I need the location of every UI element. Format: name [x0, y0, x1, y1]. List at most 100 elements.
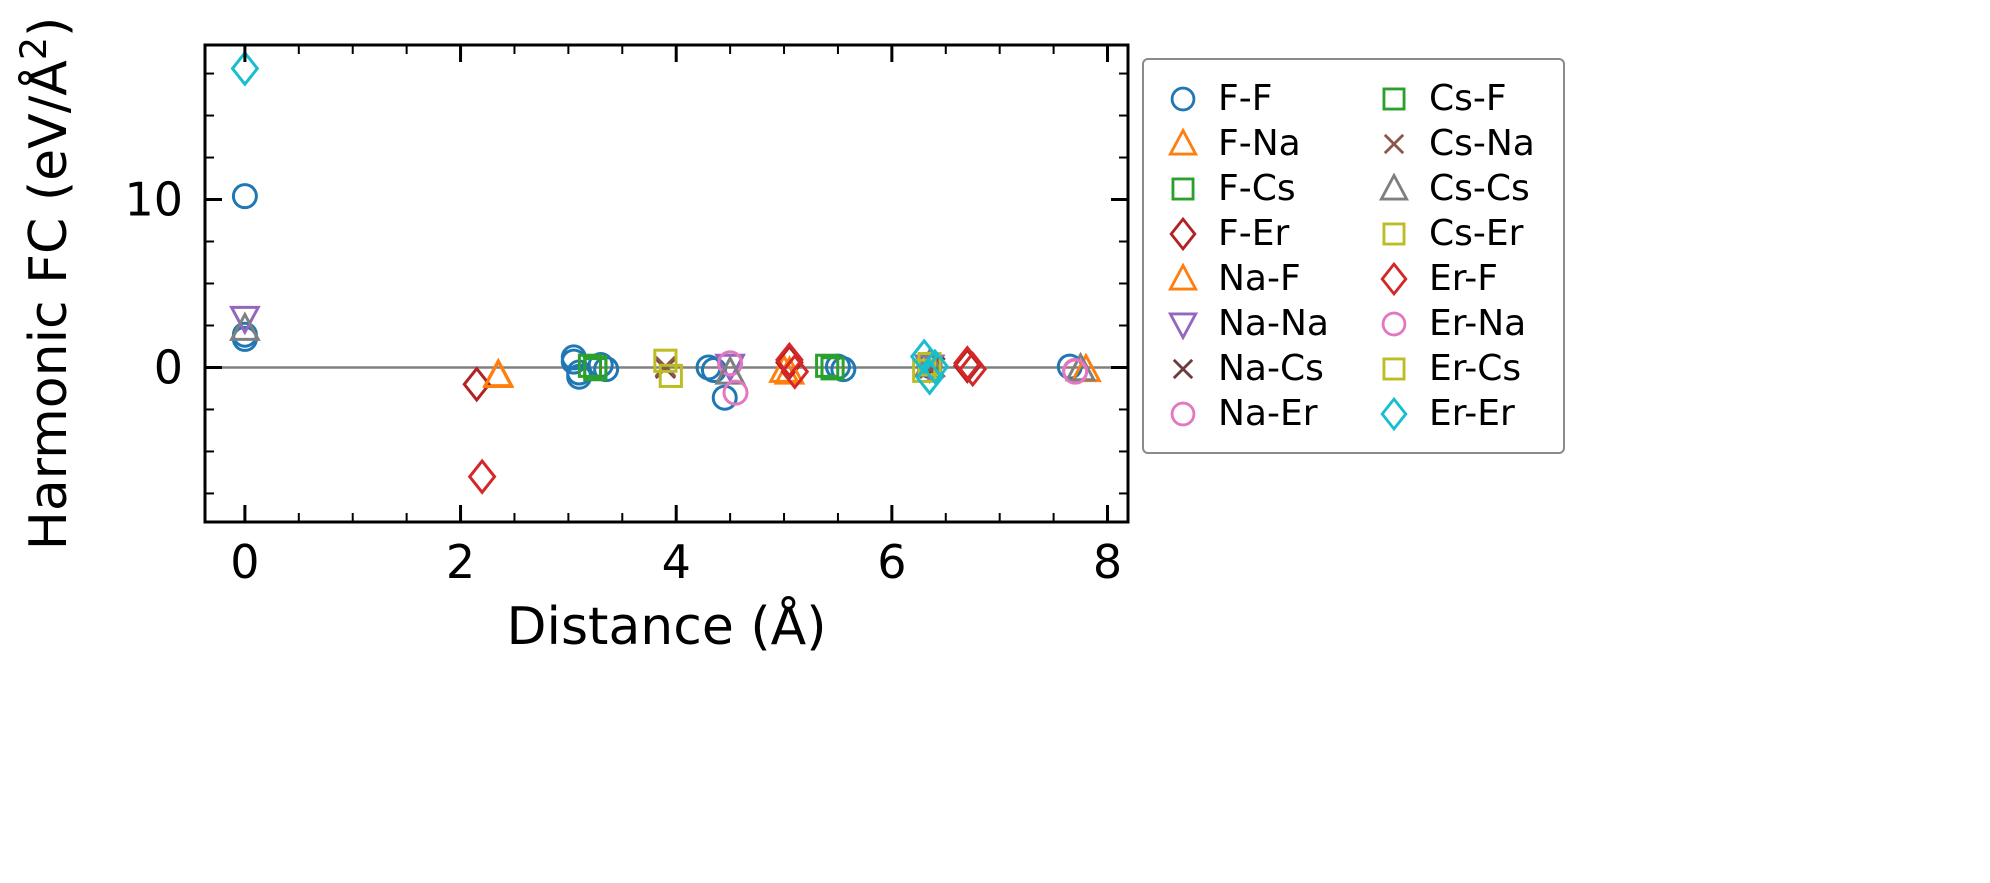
legend-label: Na-F: [1218, 257, 1301, 299]
point-Cs-F: [583, 357, 608, 382]
legend-item-Na-F: Na-F: [1164, 260, 1329, 298]
legend-item-Na-Na: Na-Na: [1164, 305, 1329, 343]
legend-label: Cs-Er: [1428, 212, 1524, 254]
point-Er-Cs: [658, 363, 683, 388]
legend-marker-Cs-Er: [1382, 222, 1406, 245]
point-Er-Na: [722, 379, 749, 406]
point-F-Er: [462, 366, 492, 403]
x-tick-label: 4: [662, 535, 691, 589]
point-Er-Er: [920, 348, 950, 385]
point-Cs-Er: [653, 348, 678, 373]
legend-marker-Cs-Cs: [1378, 171, 1410, 200]
legend-item-F-Na: F-Na: [1164, 125, 1329, 163]
triangle-up-marker-icon: [1378, 171, 1410, 200]
x-tick-label: 0: [230, 535, 259, 589]
legend-label: Na-Er: [1218, 392, 1318, 434]
point-Er-F: [775, 341, 804, 378]
point-Na-Na: [229, 305, 261, 336]
legend-label: Cs-Cs: [1428, 167, 1530, 209]
axis-ticks: [205, 45, 1128, 522]
point-F-Cs: [577, 353, 603, 378]
legend-item-Na-Er: Na-Er: [1164, 395, 1329, 433]
diamond-marker-icon: [1169, 216, 1197, 251]
point-F-Er: [953, 347, 982, 384]
legend-marker-Cs-Na: [1383, 133, 1405, 154]
point-F-Cs: [815, 353, 840, 378]
y-tick-label: 0: [154, 340, 183, 394]
triangle-up-marker-icon: [1167, 261, 1199, 290]
circle-marker-icon: [1381, 311, 1407, 336]
point-Er-Er: [230, 50, 260, 87]
legend-marker-F-Er: [1169, 216, 1197, 251]
legend-marker-Er-Cs: [1382, 357, 1406, 380]
point-Cs-F: [820, 356, 845, 381]
legend: F-F F-Na F-Cs F-Er Na-F Na-Na Na-Cs Na-Er Cs-F Cs…: [1142, 58, 1565, 454]
legend-marker-Na-Er: [1170, 401, 1196, 426]
legend-item-F-Er: F-Er: [1164, 215, 1329, 253]
legend-label: Na-Na: [1218, 302, 1329, 344]
legend-item-Cs-F: Cs-F: [1375, 80, 1535, 118]
legend-item-F-Cs: F-Cs: [1164, 170, 1329, 208]
point-Er-Na: [1062, 358, 1089, 385]
legend-item-Cs-Cs: Cs-Cs: [1375, 170, 1535, 208]
point-Er-F: [780, 353, 810, 390]
legend-label: Cs-F: [1428, 77, 1507, 119]
square-marker-icon: [1382, 357, 1406, 380]
circle-marker-icon: [1170, 86, 1196, 111]
plot-border: [203, 43, 1130, 524]
legend-label: F-Cs: [1218, 167, 1296, 209]
point-F-Na: [768, 353, 800, 383]
triangle-up-marker-icon: [1167, 126, 1199, 155]
legend-marker-Er-F: [1380, 261, 1408, 296]
legend-item-Cs-Na: Cs-Na: [1375, 125, 1535, 163]
legend-label: Na-Cs: [1218, 347, 1324, 389]
legend-item-Er-F: Er-F: [1375, 260, 1535, 298]
square-marker-icon: [1382, 87, 1406, 110]
legend-label: Er-Cs: [1428, 347, 1522, 389]
data-points: [229, 50, 1102, 495]
point-Er-F: [467, 458, 497, 495]
point-Na-F: [482, 358, 515, 388]
point-Cs-Cs: [229, 311, 261, 341]
legend-marker-Cs-F: [1382, 87, 1406, 110]
legend-item-F-F: F-F: [1164, 80, 1329, 118]
legend-marker-Na-F: [1167, 261, 1199, 290]
point-Er-Er: [909, 338, 939, 375]
legend-marker-F-Cs: [1171, 177, 1195, 200]
legend-item-Na-Cs: Na-Cs: [1164, 350, 1329, 388]
legend-marker-Na-Cs: [1172, 358, 1194, 379]
diamond-marker-icon: [1380, 396, 1408, 431]
legend-label: F-F: [1218, 77, 1273, 119]
point-Er-Er: [915, 359, 944, 396]
point-F-Er: [775, 344, 804, 381]
legend-label: Cs-Na: [1428, 122, 1535, 164]
point-Na-Er: [717, 350, 744, 377]
x-tick-label: 6: [877, 535, 906, 589]
diamond-marker-icon: [1380, 261, 1408, 296]
y-tick-label: 10: [124, 173, 183, 227]
legend-marker-F-F: [1170, 86, 1196, 111]
legend-label: Er-Er: [1428, 392, 1515, 434]
legend-label: Er-F: [1428, 257, 1498, 299]
legend-marker-Na-Na: [1167, 312, 1199, 341]
legend-label: F-Na: [1218, 122, 1301, 164]
x-marker-icon: [1172, 358, 1194, 379]
x-axis-label: Distance (Å): [506, 595, 826, 657]
legend-item-Er-Cs: Er-Cs: [1375, 350, 1535, 388]
square-marker-icon: [1171, 177, 1195, 200]
legend-item-Cs-Er: Cs-Er: [1375, 215, 1535, 253]
triangle-down-marker-icon: [1167, 312, 1199, 341]
x-marker-icon: [1383, 133, 1405, 154]
legend-item-Er-Na: Er-Na: [1375, 305, 1535, 343]
square-marker-icon: [1382, 222, 1406, 245]
point-Er-F: [958, 351, 988, 388]
y-axis-label: Harmonic FC (eV/Å2​): [12, 17, 79, 551]
legend-label: F-Er: [1218, 212, 1290, 254]
circle-marker-icon: [1170, 401, 1196, 426]
legend-label: Er-Na: [1428, 302, 1527, 344]
x-tick-label: 8: [1093, 535, 1122, 589]
legend-marker-F-Na: [1167, 126, 1199, 155]
legend-item-Er-Er: Er-Er: [1375, 395, 1535, 433]
